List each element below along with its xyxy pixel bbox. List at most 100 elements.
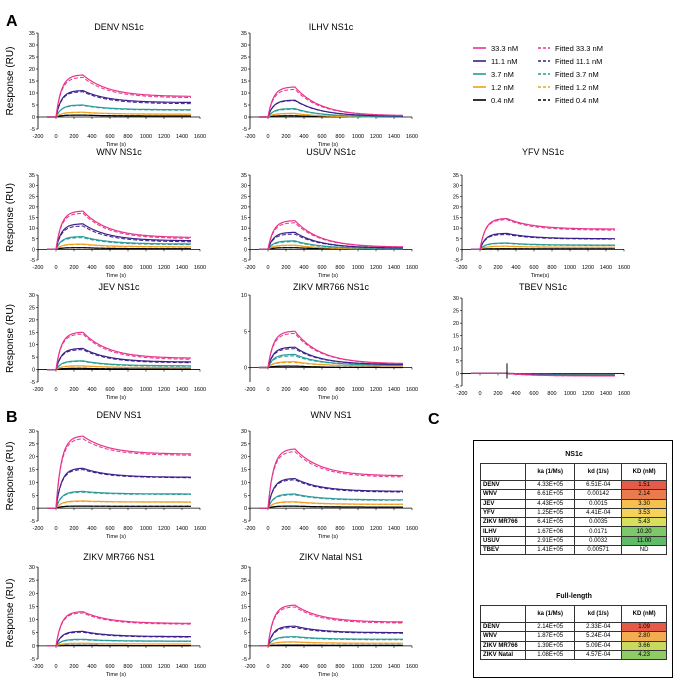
- y-tick-label: 20: [241, 455, 247, 461]
- fit-line-33.3-nM: [259, 451, 403, 509]
- fit-line-1.2-nM: [471, 245, 615, 250]
- y-tick-label: 10: [241, 226, 247, 232]
- x-tick-label: 400: [511, 391, 520, 397]
- x-tick-label: 0: [54, 265, 57, 271]
- y-tick-label: 5: [244, 103, 247, 109]
- x-tick-label: 1000: [140, 526, 152, 532]
- y-tick-label: 15: [29, 330, 35, 336]
- y-tick-label: 15: [29, 604, 35, 610]
- fit-line-11.1-nM: [47, 225, 191, 250]
- chart-7: ZIKV MR766 NS1c 0 5 10 -200 0 200 400 600 800 1000…: [241, 282, 418, 401]
- series-line-33.3-nM: [47, 435, 191, 509]
- fit-line-33.3-nM: [259, 332, 404, 368]
- fit-line-1.2-nM: [47, 244, 191, 250]
- x-tick-label: -200: [456, 265, 467, 271]
- x-tick-label: 800: [123, 265, 132, 271]
- fit-line-0.4-nM: [259, 644, 403, 647]
- y-tick-label: 5: [456, 237, 459, 243]
- y-tick-label: -5: [242, 258, 247, 264]
- series-line-33.3-nM: [259, 86, 403, 118]
- series-line-33.3-nM: [47, 331, 191, 371]
- y-axis-label: Response (RU): [5, 579, 16, 648]
- fit-line-11.1-nM: [259, 100, 403, 118]
- cell-KD: 4.23: [621, 649, 667, 661]
- x-tick-label: 1400: [600, 265, 612, 271]
- x-tick-label: 800: [335, 664, 344, 670]
- x-tick-label: 800: [335, 265, 344, 271]
- ns1c-table-title: NS1c: [565, 451, 583, 458]
- cell-KD: 3.30: [621, 498, 667, 509]
- chart-title: TBEV NS1c: [519, 282, 568, 292]
- x-tick-label: 1000: [352, 387, 364, 393]
- fit-line-3.7-nM: [259, 241, 403, 250]
- x-tick-label: 0: [54, 134, 57, 140]
- x-tick-label: 200: [493, 265, 502, 271]
- header-kd: kd (1/s): [574, 605, 623, 623]
- y-axis-label: Response (RU): [5, 183, 16, 252]
- x-axis-label: Time (s): [318, 142, 338, 148]
- chart-title: ZIKV Natal NS1: [299, 552, 363, 562]
- y-tick-label: 5: [32, 493, 35, 499]
- y-tick-label: 20: [29, 67, 35, 73]
- x-tick-label: 1600: [194, 526, 206, 532]
- chart-2: ILHV NS1c -5 0 5 10 15 20 25 30 35 -200 0 200 400 600 8…: [241, 22, 418, 148]
- chart-8: TBEV NS1c -5 0 5 10 15 20 25 30 -200 0 200 400 600 800…: [453, 282, 630, 397]
- x-tick-label: 1400: [176, 526, 188, 532]
- x-tick-label: 200: [69, 526, 78, 532]
- fit-line-33.3-nM: [471, 372, 615, 377]
- y-tick-label: 15: [241, 468, 247, 474]
- x-tick-label: 1200: [370, 526, 382, 532]
- header-kd: kd (1/s): [574, 463, 623, 481]
- y-tick-label: 30: [453, 296, 459, 302]
- x-tick-label: 1000: [140, 387, 152, 393]
- kd-table: NS1c ka (1/Ms) kd (1/s) KD (nM) DENV 4.33…: [473, 440, 673, 678]
- cell-name: ZIKV Natal: [480, 649, 526, 661]
- x-tick-label: 1200: [158, 134, 170, 140]
- cell-KD: ND: [621, 545, 667, 556]
- cell-ka: 4.33E+05: [524, 479, 576, 491]
- fit-line-33.3-nM: [47, 612, 191, 647]
- header-ka: ka (1/Ms): [524, 463, 576, 481]
- fit-line-3.7-nM: [259, 636, 403, 647]
- x-tick-label: 200: [281, 526, 290, 532]
- x-tick-label: 0: [266, 664, 269, 670]
- cell-name: ZIKV MR766: [480, 517, 526, 528]
- y-tick-label: 0: [32, 368, 35, 374]
- x-tick-label: 400: [299, 664, 308, 670]
- y-tick-label: 10: [29, 618, 35, 624]
- table-row: WNV 6.61E+05 0.00142 2.14: [480, 489, 667, 500]
- y-tick-label: -5: [30, 258, 35, 264]
- chart-1: DENV NS1c -5 0 5 10 15 20 25 30 35 -200 0 200 400 600 8…: [5, 22, 206, 148]
- cell-ka: 2.91E+05: [524, 535, 576, 547]
- cell-name: USUV: [480, 535, 526, 547]
- fit-line-0.4-nM: [259, 505, 403, 509]
- x-tick-label: 600: [105, 664, 114, 670]
- x-tick-label: 400: [87, 387, 96, 393]
- x-tick-label: 1000: [352, 664, 364, 670]
- y-axis-label: Response (RU): [5, 47, 16, 116]
- legend-fit-label: Fitted 1.2 nM: [555, 83, 599, 92]
- table-row: ILHV 1.67E+06 0.0171 10.20: [480, 526, 667, 537]
- header-name: [480, 605, 526, 623]
- table-row: ZIKV MR766 1.39E+05 5.09E-04 3.66: [480, 640, 667, 651]
- cell-name: WNV: [480, 631, 526, 642]
- y-tick-label: 5: [32, 631, 35, 637]
- y-tick-label: 25: [29, 578, 35, 584]
- x-tick-label: 200: [281, 265, 290, 271]
- fit-line-0.4-nM: [471, 248, 615, 250]
- y-tick-label: 35: [453, 173, 459, 179]
- x-tick-label: 600: [105, 265, 114, 271]
- x-axis-label: Time (s): [106, 142, 126, 148]
- cell-name: DENV: [480, 621, 526, 633]
- y-tick-label: 10: [453, 346, 459, 352]
- cell-kd: 2.33E-04: [574, 621, 623, 633]
- chart-5: YFV NS1c -5 0 5 10 15 20 25 30 35 -200 0 200 400 600 80…: [453, 147, 630, 279]
- chart-10: WNV NS1 -5 0 5 10 15 20 25 30 -200 0 200 400 600 800 10…: [241, 410, 418, 540]
- cell-ka: 4.43E+05: [524, 498, 576, 509]
- table-row: DENV 2.14E+05 2.33E-04 1.09: [480, 621, 667, 633]
- x-tick-label: -200: [244, 387, 255, 393]
- cell-kd: 6.51E-04: [574, 479, 623, 491]
- x-tick-label: -200: [244, 526, 255, 532]
- x-tick-label: 800: [547, 265, 556, 271]
